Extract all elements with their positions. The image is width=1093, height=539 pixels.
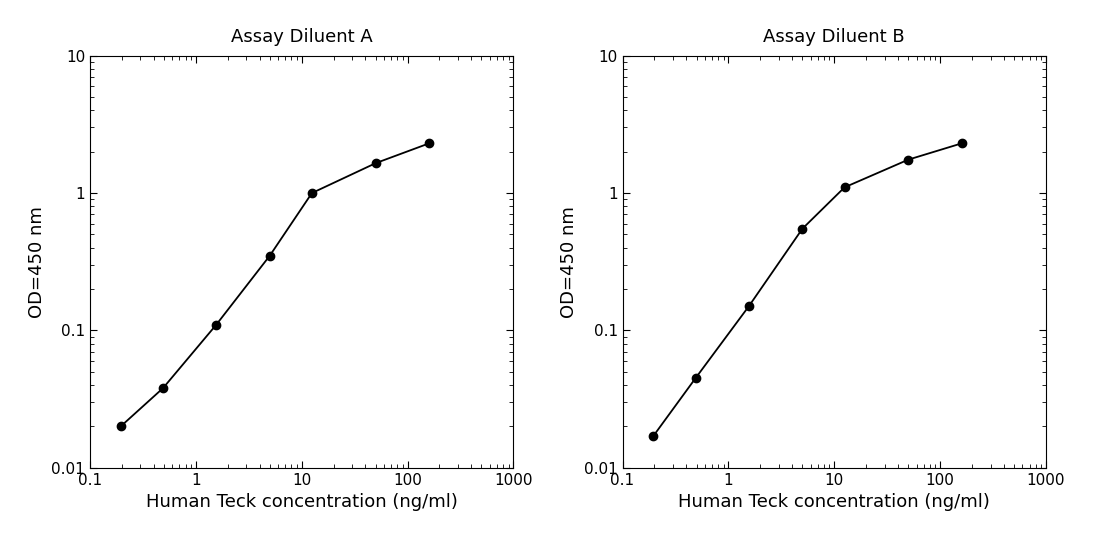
Title: Assay Diluent B: Assay Diluent B: [763, 28, 905, 46]
Title: Assay Diluent A: Assay Diluent A: [231, 28, 373, 46]
Y-axis label: OD=450 nm: OD=450 nm: [27, 206, 46, 317]
X-axis label: Human Teck concentration (ng/ml): Human Teck concentration (ng/ml): [145, 493, 458, 511]
Y-axis label: OD=450 nm: OD=450 nm: [561, 206, 578, 317]
X-axis label: Human Teck concentration (ng/ml): Human Teck concentration (ng/ml): [679, 493, 990, 511]
